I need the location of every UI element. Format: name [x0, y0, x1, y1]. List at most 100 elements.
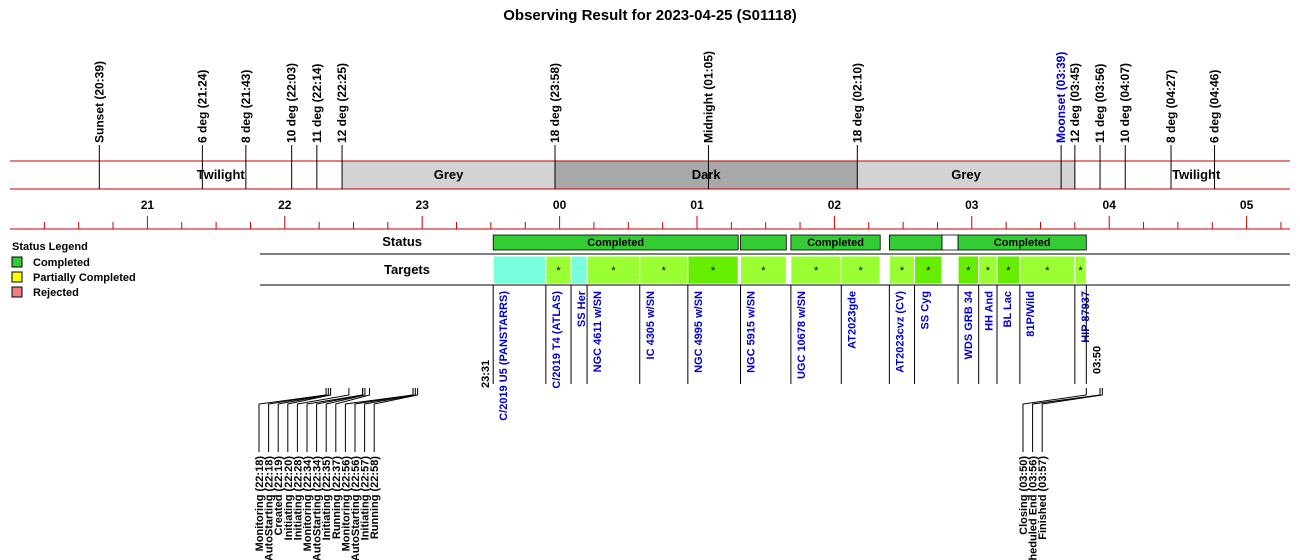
target-mark: *: [1045, 265, 1050, 277]
target-mark: *: [662, 265, 667, 277]
target-mark: *: [814, 265, 819, 277]
target-block[interactable]: [570, 255, 588, 285]
event-label: 10 deg (22:03): [285, 63, 299, 143]
run-end-label: 03:50: [1091, 346, 1103, 374]
hour-tick-label: 01: [690, 198, 704, 212]
hour-tick-label: 04: [1103, 198, 1117, 212]
status-segment: [740, 234, 787, 251]
event-label: Moonset (03:39): [1054, 52, 1068, 143]
log-leader-line: [316, 388, 364, 452]
target-name-link[interactable]: C/2019 T4 (ATLAS): [551, 291, 563, 389]
log-event-label: Closing (03:50): [1018, 456, 1030, 535]
target-name-link[interactable]: 81P/Wild: [1025, 291, 1037, 337]
log-leader-line: [1022, 388, 1087, 452]
log-leader-line: [287, 388, 332, 452]
log-event-label: Initiating (22:57): [360, 456, 372, 541]
target-block[interactable]: [1019, 255, 1076, 285]
legend-swatch: [11, 271, 23, 283]
event-label: 8 deg (21:43): [239, 70, 253, 143]
event-label: 10 deg (04:07): [1118, 63, 1132, 143]
log-leader-line: [364, 388, 416, 452]
target-name-link[interactable]: WDS GRB 34: [963, 290, 975, 359]
status-segment-label: Completed: [994, 237, 1051, 249]
target-name-link[interactable]: BL Lac: [1002, 291, 1014, 327]
event-label: 12 deg (03:45): [1068, 63, 1082, 143]
legend-label: Rejected: [33, 287, 79, 299]
target-name-link[interactable]: NGC 4611 w/SN: [592, 291, 604, 372]
log-leader-line: [1032, 388, 1101, 452]
band-label: Grey: [434, 167, 464, 182]
target-mark: *: [900, 265, 905, 277]
target-block[interactable]: [840, 255, 881, 285]
log-leader-line: [354, 388, 414, 452]
legend-swatch: [11, 286, 23, 298]
target-mark: *: [966, 265, 971, 277]
chart-title: Observing Result for 2023-04-25 (S01118): [503, 7, 796, 24]
log-leader-line: [296, 388, 350, 452]
target-name-link[interactable]: HH And: [984, 291, 996, 331]
target-name-link[interactable]: SS Cyg: [920, 291, 932, 330]
event-label: 18 deg (23:58): [548, 63, 562, 143]
log-leader-line: [1041, 388, 1103, 452]
status-segment: [492, 234, 739, 251]
target-name-link[interactable]: IC 4305 w/SN: [645, 291, 657, 360]
hour-tick-label: 21: [141, 198, 155, 212]
status-segment: [888, 234, 943, 251]
band-label: Grey: [951, 167, 981, 182]
band-1: [342, 161, 556, 189]
target-name-link[interactable]: C/2019 U5 (PANSTARRS): [498, 291, 510, 421]
log-event-label: Initiating (22:20): [283, 456, 295, 541]
target-mark: *: [859, 265, 864, 277]
event-label: 11 deg (22:14): [310, 64, 324, 143]
target-mark: *: [986, 265, 991, 277]
target-block[interactable]: [914, 255, 943, 285]
band-label: Twilight: [1172, 167, 1221, 182]
target-name-link[interactable]: UGC 10678 w/SN: [796, 291, 808, 379]
target-name-link[interactable]: NGC 5915 w/SN: [746, 291, 758, 373]
event-label: 12 deg (22:25): [335, 63, 349, 143]
target-name-link[interactable]: AT2023cvz (CV): [894, 291, 906, 373]
target-block[interactable]: [492, 255, 547, 285]
target-block[interactable]: [687, 255, 739, 285]
target-name-link[interactable]: NGC 4995 w/SN: [693, 291, 705, 373]
log-event-label: Initiating (22:35): [321, 456, 333, 541]
event-label: 11 deg (03:56): [1093, 64, 1107, 143]
event-label: 6 deg (04:46): [1208, 70, 1222, 143]
status-segment-label: Completed: [587, 237, 644, 249]
targets-row-label: Targets: [384, 262, 430, 277]
event-label: Midnight (01:05): [701, 51, 715, 143]
target-mark: *: [711, 265, 716, 277]
log-event-label: AutoStarting (22:18): [264, 456, 276, 560]
hour-tick-label: 02: [828, 198, 842, 212]
target-block[interactable]: [740, 255, 787, 285]
status-legend-title: Status Legend: [12, 241, 88, 253]
log-leader-line: [268, 388, 327, 452]
target-block[interactable]: [1074, 255, 1087, 285]
hour-tick-label: 00: [553, 198, 567, 212]
target-name-link[interactable]: SS Her: [576, 290, 588, 327]
target-mark: *: [1006, 265, 1011, 277]
legend-swatch: [11, 256, 23, 268]
hour-tick-label: 23: [416, 198, 430, 212]
target-block[interactable]: [639, 255, 689, 285]
event-label: Sunset (20:39): [92, 61, 106, 143]
log-event-label: Initiating (22:28): [292, 456, 304, 541]
target-mark: *: [1078, 265, 1083, 277]
log-event-label: AutoStarting (22:56): [350, 456, 362, 560]
band-label: Dark: [692, 167, 722, 182]
target-mark: *: [611, 265, 616, 277]
status-segment: [957, 234, 1087, 251]
target-mark: *: [556, 265, 561, 277]
run-start-label: 23:31: [480, 360, 492, 388]
log-event-label: Monitoring (22:18): [254, 456, 266, 552]
target-block[interactable]: [545, 255, 572, 285]
band-3: [857, 161, 1075, 189]
target-block[interactable]: [888, 255, 916, 285]
hour-tick-label: 03: [965, 198, 979, 212]
target-name-link[interactable]: AT2023gde: [846, 291, 858, 349]
log-event-label: Running (22:58): [369, 456, 381, 539]
target-mark: *: [761, 265, 766, 277]
target-block[interactable]: [790, 255, 842, 285]
event-label: 8 deg (04:27): [1164, 70, 1178, 143]
